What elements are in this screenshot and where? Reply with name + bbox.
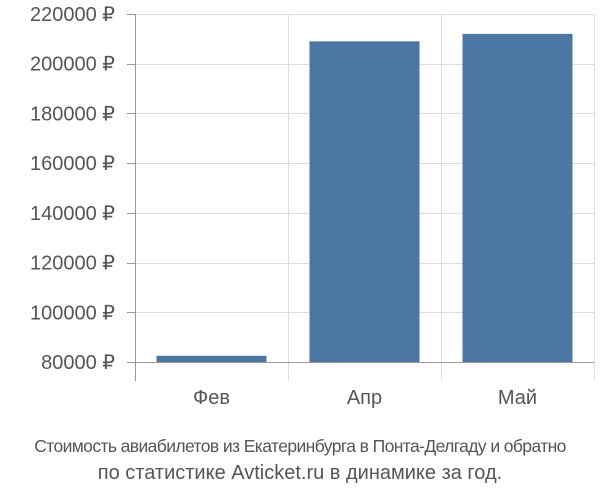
axis-layer bbox=[127, 14, 594, 381]
labels-layer: 80000 ₽ 100000 ₽ 120000 ₽ 140000 ₽ 160000 ₽ 1… bbox=[30, 4, 537, 409]
bar-chart: 80000 ₽ 100000 ₽ 120000 ₽ 140000 ₽ 160000 ₽ 1… bbox=[30, 4, 595, 409]
y-tick-label: 160000 ₽ bbox=[30, 153, 115, 175]
y-tick-label: 100000 ₽ bbox=[30, 302, 115, 324]
y-tick-label: 180000 ₽ bbox=[30, 103, 115, 125]
y-tick-label: 80000 ₽ bbox=[41, 352, 115, 374]
x-tick-label: Май bbox=[498, 387, 537, 409]
bar-3 bbox=[462, 33, 573, 363]
chart-caption-line-1: Стоимость авиабилетов из Екатеринбурга в… bbox=[34, 436, 566, 456]
x-tick-label: Апр bbox=[347, 387, 382, 409]
y-tick-label: 120000 ₽ bbox=[30, 253, 115, 275]
y-tick-label: 220000 ₽ bbox=[30, 4, 115, 26]
y-tick-label: 140000 ₽ bbox=[30, 203, 115, 225]
bar-2 bbox=[309, 41, 420, 362]
x-tick-label: Фев bbox=[193, 387, 230, 409]
bars-layer bbox=[156, 33, 573, 363]
bar-1 bbox=[156, 355, 267, 362]
y-tick-label: 200000 ₽ bbox=[30, 54, 115, 76]
chart-caption-line-2: по статистике Avticket.ru в динамике за … bbox=[97, 462, 503, 484]
